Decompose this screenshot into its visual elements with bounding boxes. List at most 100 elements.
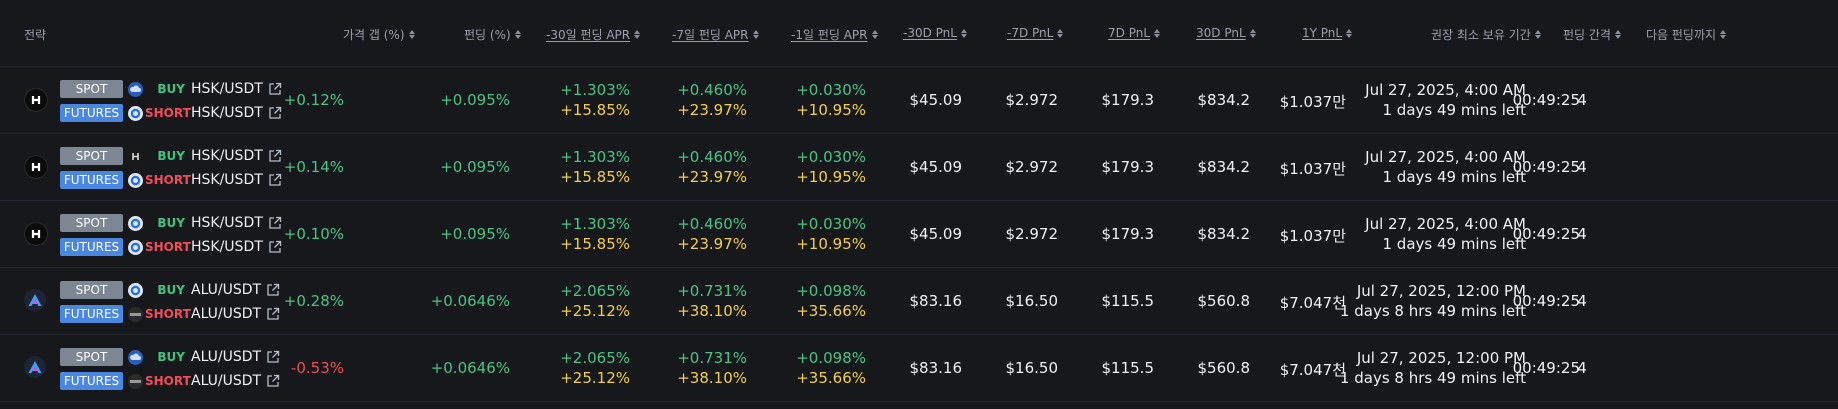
pnl-7d-value: $179.3 <box>1101 158 1155 176</box>
coin-logo-icon <box>24 155 48 179</box>
spot-leg: SPOT BUY HSK/USDT <box>60 146 282 166</box>
pnl-30d-value: $834.2 <box>1197 91 1251 109</box>
pnl-30d-value: $834.2 <box>1197 225 1251 243</box>
header-strategy: 전략 <box>24 28 47 42</box>
header-pnl-30d[interactable]: 30D PnL <box>1196 26 1256 40</box>
spot-pair: HSK/USDT <box>191 148 263 164</box>
external-link-icon[interactable] <box>268 82 282 96</box>
pnl-1y-value: $1.037만 <box>1279 227 1346 245</box>
sort-icon <box>1154 28 1161 38</box>
spot-pair: HSK/USDT <box>191 215 263 231</box>
buy-label: BUY <box>157 149 185 163</box>
buy-label: BUY <box>157 283 185 297</box>
table-row[interactable]: SPOT BUY ALU/USDT FUTURES SHORT ALU/USDT… <box>0 268 1838 335</box>
header-funding[interactable]: 펀딩 (%) <box>464 26 521 43</box>
external-link-icon[interactable] <box>266 283 280 297</box>
short-label: SHORT <box>145 240 191 254</box>
sort-icon <box>1346 28 1353 38</box>
spot-pair: ALU/USDT <box>191 349 262 365</box>
apr-1d-funding: +0.098% <box>796 282 866 300</box>
exchange-logo-icon <box>128 172 143 188</box>
coin-logo-icon <box>24 356 46 378</box>
coin-logo-icon <box>24 88 48 112</box>
sort-icon <box>960 28 967 38</box>
exchange-logo-icon <box>128 148 143 164</box>
apr-1d-funding: +0.030% <box>796 81 866 99</box>
table-header: 전략 가격 갭 (%) 펀딩 (%) -30일 펀딩 APR -7일 펀딩 AP… <box>0 0 1838 67</box>
external-link-icon[interactable] <box>268 240 282 254</box>
header-next-funding[interactable]: 다음 펀딩까지 <box>1646 26 1727 43</box>
sort-icon <box>1720 30 1727 39</box>
sort-icon <box>1534 30 1541 39</box>
external-link-icon[interactable] <box>268 173 282 187</box>
exchange-logo-icon <box>128 349 143 365</box>
header-price-gap[interactable]: 가격 갭 (%) <box>343 26 415 43</box>
apr-1d-funding: +0.030% <box>796 215 866 233</box>
header-apr-1d[interactable]: -1일 펀딩 APR <box>791 26 878 43</box>
header-apr-7d[interactable]: -7일 펀딩 APR <box>672 26 759 43</box>
apr-30d-annual: +25.12% <box>560 369 630 387</box>
external-link-icon[interactable] <box>268 106 282 120</box>
header-pnl-7d[interactable]: 7D PnL <box>1108 26 1161 40</box>
buy-label: BUY <box>157 216 185 230</box>
apr-30d-funding: +1.303% <box>560 148 630 166</box>
header-min-hold[interactable]: 권장 최소 보유 기간 <box>1431 26 1541 43</box>
pnl-minus-30d-value: $45.09 <box>909 91 963 109</box>
hold-time-left: 1 days 49 mins left <box>1382 101 1526 119</box>
funding-value: +0.095% <box>440 225 510 243</box>
sort-icon <box>1614 30 1621 39</box>
pnl-minus-7d-value: $2.972 <box>1005 225 1059 243</box>
external-link-icon[interactable] <box>266 307 280 321</box>
table-body: SPOT BUY HSK/USDT FUTURES SHORT HSK/USDT… <box>0 67 1838 402</box>
exchange-logo-icon <box>128 81 143 97</box>
apr-30d-annual: +15.85% <box>560 168 630 186</box>
spot-tag: SPOT <box>60 281 123 299</box>
header-pnl-1y[interactable]: 1Y PnL <box>1302 26 1353 40</box>
external-link-icon[interactable] <box>266 374 280 388</box>
apr-7d-funding: +0.731% <box>677 349 747 367</box>
funding-value: +0.095% <box>440 91 510 109</box>
short-label: SHORT <box>145 307 191 321</box>
external-link-icon[interactable] <box>266 350 280 364</box>
header-pnl-minus-7d[interactable]: -7D PnL <box>1007 26 1064 40</box>
pnl-minus-30d-value: $45.09 <box>909 225 963 243</box>
apr-30d-funding: +1.303% <box>560 215 630 233</box>
exchange-logo-icon <box>128 282 143 298</box>
apr-30d-funding: +1.303% <box>560 81 630 99</box>
apr-7d-funding: +0.460% <box>677 215 747 233</box>
spot-pair: HSK/USDT <box>191 81 263 97</box>
futures-leg: FUTURES SHORT HSK/USDT <box>60 103 282 123</box>
short-label: SHORT <box>145 106 191 120</box>
apr-30d-funding: +2.065% <box>560 282 630 300</box>
apr-1d-funding: +0.098% <box>796 349 866 367</box>
funding-value: +0.0646% <box>430 292 510 310</box>
apr-30d-annual: +15.85% <box>560 101 630 119</box>
table-row[interactable]: SPOT BUY HSK/USDT FUTURES SHORT HSK/USDT… <box>0 67 1838 134</box>
pnl-minus-30d-value: $83.16 <box>909 359 963 377</box>
pnl-1y-value: $7.047천 <box>1279 294 1346 312</box>
table-row[interactable]: SPOT BUY HSK/USDT FUTURES SHORT HSK/USDT… <box>0 201 1838 268</box>
external-link-icon[interactable] <box>268 216 282 230</box>
hold-until-date: Jul 27, 2025, 4:00 AM <box>1365 81 1526 99</box>
hold-time-left: 1 days 49 mins left <box>1382 168 1526 186</box>
header-interval[interactable]: 펀딩 간격 <box>1563 26 1621 43</box>
price-gap-value: -0.53% <box>290 359 344 377</box>
coin-logo-icon <box>24 222 48 246</box>
coin-logo-icon <box>24 289 46 311</box>
apr-7d-annual: +38.10% <box>677 302 747 320</box>
pnl-30d-value: $560.8 <box>1197 359 1251 377</box>
hold-until-date: Jul 27, 2025, 12:00 PM <box>1356 282 1526 300</box>
apr-7d-funding: +0.460% <box>677 148 747 166</box>
table-row[interactable]: SPOT BUY ALU/USDT FUTURES SHORT ALU/USDT… <box>0 335 1838 402</box>
header-apr-30d[interactable]: -30일 펀딩 APR <box>546 26 641 43</box>
table-row[interactable]: SPOT BUY HSK/USDT FUTURES SHORT HSK/USDT… <box>0 134 1838 201</box>
futures-leg: FUTURES SHORT HSK/USDT <box>60 170 282 190</box>
header-pnl-minus-30d[interactable]: -30D PnL <box>903 26 967 40</box>
external-link-icon[interactable] <box>268 149 282 163</box>
spot-leg: SPOT BUY HSK/USDT <box>60 79 282 99</box>
apr-7d-annual: +23.97% <box>677 235 747 253</box>
pnl-minus-7d-value: $2.972 <box>1005 158 1059 176</box>
futures-pair: HSK/USDT <box>191 172 263 188</box>
futures-tag: FUTURES <box>60 305 123 323</box>
